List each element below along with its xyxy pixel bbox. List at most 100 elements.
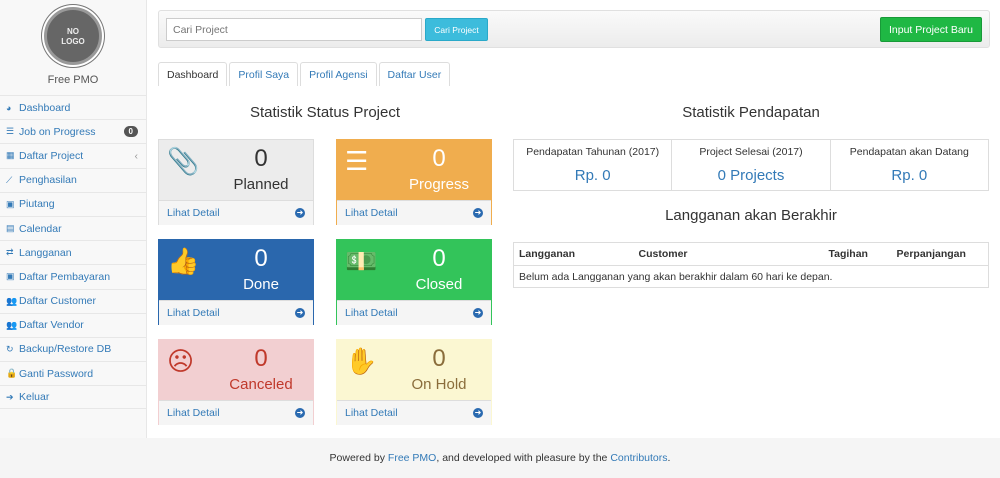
status-card-on-hold: ✋ 0 On Hold Lihat Detail ➜ [336,339,492,425]
subscriptions-title: Langganan akan Berakhir [665,207,837,224]
sidebar-item-dashboard[interactable]: ◕ Dashboard [0,95,146,119]
card-label: Done [243,276,279,293]
sidebar-item-daftar-vendor[interactable]: 👥 Daftar Vendor [0,312,146,337]
detail-label: Lihat Detail [345,207,398,219]
sidebar-item-daftar-customer[interactable]: 👥 Daftar Customer [0,288,146,313]
status-card-done: 👍 0 Done Lihat Detail ➜ [158,239,314,325]
card-body: 👍 0 Done [159,240,313,300]
status-card-canceled: ☹ 0 Canceled Lihat Detail ➜ [158,339,314,425]
tasks-icon: ☰ [6,126,15,137]
detail-label: Lihat Detail [167,307,220,319]
sidebar-item-daftar-pembayaran[interactable]: ▣ Daftar Pembayaran [0,264,146,288]
sidebar-item-label: Daftar Pembayaran [19,270,111,283]
footer: Powered by Free PMO, and developed with … [0,438,1000,478]
tabs: Dashboard Profil Saya Profil Agensi Daft… [158,62,451,86]
column-header: Customer [633,242,824,266]
table-row: Belum ada Langganan yang akan berakhir d… [514,266,989,288]
sidebar: NO LOGO Free PMO ◕ Dashboard ☰ Job on Progre… [0,0,147,438]
footer-text: Powered by [329,452,388,464]
card-body: 💵 0 Closed [337,240,491,300]
sidebar-item-label: Keluar [19,391,50,404]
free-pmo-link[interactable]: Free PMO [387,452,437,464]
card-count: 0 [254,145,268,172]
search-button[interactable]: Cari Project [425,18,488,41]
column-header: Tagihan [823,242,892,266]
detail-link[interactable]: Lihat Detail ➜ [159,300,313,325]
detail-label: Lihat Detail [345,307,398,319]
sidebar-item-label: Piutang [19,198,55,211]
money-icon: ▣ [6,198,15,209]
stat-value: Rp. 0 [891,167,928,184]
stat-label: Project Selesai (2017) [699,146,803,158]
status-title: Statistik Status Project [249,104,401,121]
arrow-circle-right-icon: ➜ [473,308,483,318]
detail-link[interactable]: Lihat Detail ➜ [337,200,491,225]
stat-label: Pendapatan Tahunan (2017) [526,146,660,158]
chevron-left-icon[interactable]: ‹ [134,149,139,162]
new-project-button[interactable]: Input Project Baru [880,17,982,42]
hand-stop-icon: ✋ [345,346,378,376]
card-body: ☰ 0 Progress [337,140,491,200]
card-body: 📎 0 Planned [159,140,313,200]
tab-dashboard[interactable]: Dashboard [158,62,228,86]
subscriptions-table: Langganan Customer Tagihan Perpanjangan … [513,242,989,288]
money-icon: ▣ [6,271,15,282]
frown-icon: ☹ [167,346,195,376]
tab-profil-saya[interactable]: Profil Saya [229,62,299,86]
status-card-progress: ☰ 0 Progress Lihat Detail ➜ [336,139,492,225]
detail-label: Lihat Detail [345,407,398,419]
tasks-icon: ☰ [345,146,369,176]
contributors-link[interactable]: Contributors [610,452,668,464]
footer-text: . [667,452,671,464]
detail-link[interactable]: Lihat Detail ➜ [337,300,491,325]
detail-link[interactable]: Lihat Detail ➜ [159,400,313,425]
tab-profil-agensi[interactable]: Profil Agensi [300,62,377,86]
sidebar-item-job-on-progress[interactable]: ☰ Job on Progress 0 [0,119,146,143]
sidebar-item-ganti-password[interactable]: 🔒 Ganti Password [0,361,146,385]
sidebar-item-label: Daftar Project [19,149,84,162]
card-count: 0 [254,345,268,372]
sidebar-item-label: Calendar [19,222,62,235]
table-header: Langganan Customer Tagihan Perpanjangan [513,242,989,266]
sidebar-item-piutang[interactable]: ▣ Piutang [0,191,146,216]
sidebar-item-label: Backup/Restore DB [19,343,112,356]
stat-annual-income: Pendapatan Tahunan (2017) Rp. 0 [514,140,671,190]
dashboard-icon: ◕ [6,102,12,113]
card-label: Canceled [229,376,293,393]
search-input[interactable] [166,18,422,41]
tab-daftar-user[interactable]: Daftar User [378,62,451,86]
sidebar-item-keluar[interactable]: ➔ Keluar [0,385,146,410]
sidebar-item-penghasilan[interactable]: ⟋ Penghasilan [0,167,146,192]
paperclip-icon: 📎 [167,146,200,176]
card-body: ☹ 0 Canceled [159,340,313,400]
card-count: 0 [432,345,446,372]
arrow-circle-right-icon: ➜ [295,308,305,318]
sidebar-menu: ◕ Dashboard ☰ Job on Progress 0 ▦ Daftar Proje… [0,95,146,410]
arrow-circle-right-icon: ➜ [473,408,483,418]
detail-label: Lihat Detail [167,407,220,419]
arrow-circle-right-icon: ➜ [295,208,305,218]
brand-name: Free PMO [47,74,99,86]
detail-label: Lihat Detail [167,207,220,219]
card-label: Closed [415,276,463,293]
detail-link[interactable]: Lihat Detail ➜ [159,200,313,225]
sidebar-item-label: Daftar Customer [19,295,97,308]
card-label: Planned [233,176,289,193]
stat-value: Rp. 0 [574,167,611,184]
stat-upcoming-income: Pendapatan akan Datang Rp. 0 [829,140,988,190]
sidebar-item-daftar-project[interactable]: ▦ Daftar Project ‹ [0,143,146,167]
sidebar-item-backup-restore-db[interactable]: ↻ Backup/Restore DB [0,336,146,361]
top-bar: Cari Project Input Project Baru [158,10,990,48]
income-stats: Pendapatan Tahunan (2017) Rp. 0 Project S… [513,139,989,191]
sidebar-item-calendar[interactable]: ▤ Calendar [0,215,146,240]
card-label: On Hold [411,376,467,393]
stat-value: 0 Projects [717,167,785,184]
detail-link[interactable]: Lihat Detail ➜ [337,400,491,425]
table-icon: ▦ [6,150,15,161]
column-header: Perpanjangan [891,242,989,266]
column-header: Langganan [513,242,634,266]
card-label: Progress [408,176,470,193]
sidebar-item-langganan[interactable]: ⇄ Langganan [0,240,146,264]
sidebar-item-label: Ganti Password [19,367,94,380]
stat-projects-done: Project Selesai (2017) 0 Projects [671,140,829,190]
